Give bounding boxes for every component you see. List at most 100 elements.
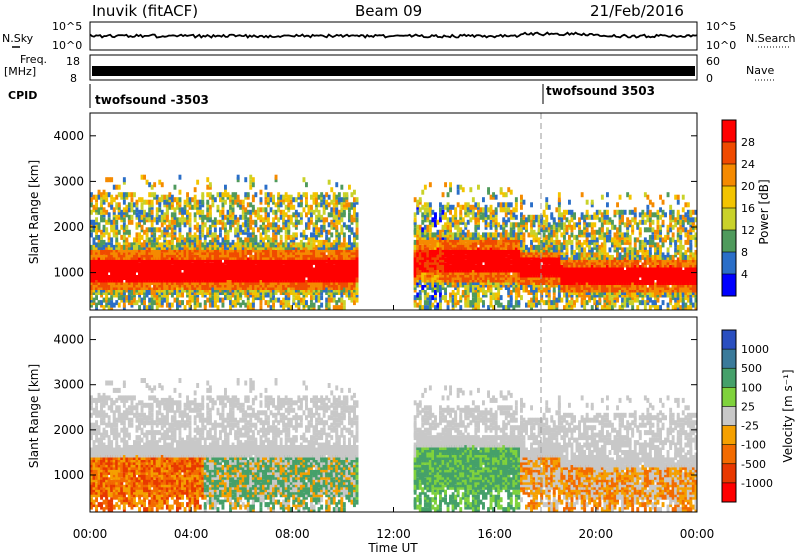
power-cell bbox=[355, 282, 359, 288]
power-cell bbox=[229, 242, 232, 248]
power-cell bbox=[138, 262, 141, 268]
power-cell bbox=[274, 202, 278, 208]
power-cell bbox=[449, 204, 452, 210]
power-cell bbox=[350, 202, 354, 208]
power-cell bbox=[173, 184, 177, 190]
power-cell bbox=[310, 262, 313, 268]
power-cell bbox=[241, 300, 245, 306]
power-cell bbox=[489, 232, 493, 238]
power-cell bbox=[102, 217, 106, 223]
power-cell bbox=[168, 247, 172, 253]
power-cell bbox=[431, 222, 435, 228]
power-cell bbox=[150, 184, 154, 190]
power-cell bbox=[441, 262, 445, 268]
power-cell bbox=[555, 234, 559, 240]
power-cell bbox=[340, 297, 344, 303]
power-cell bbox=[312, 295, 316, 301]
power-cell bbox=[482, 232, 485, 238]
power-cell bbox=[315, 192, 318, 198]
power-cell bbox=[287, 262, 291, 268]
power-cell bbox=[499, 202, 503, 208]
power-cell bbox=[133, 297, 136, 303]
power-cell bbox=[150, 202, 154, 208]
power-cell bbox=[221, 297, 225, 303]
power-cell bbox=[249, 219, 253, 225]
power-cell bbox=[299, 194, 303, 200]
power-cell bbox=[353, 295, 356, 301]
power-cell bbox=[130, 192, 134, 198]
power-cell bbox=[160, 300, 164, 306]
power-cell bbox=[284, 219, 288, 225]
power-cell bbox=[335, 182, 339, 188]
power-cell bbox=[279, 214, 283, 220]
power-cell bbox=[256, 212, 260, 218]
power-cell bbox=[143, 300, 146, 306]
power-cell bbox=[444, 295, 447, 301]
power-cell bbox=[325, 192, 329, 198]
power-cell bbox=[509, 275, 513, 280]
power-cell bbox=[176, 202, 179, 208]
power-cell bbox=[259, 232, 263, 238]
power-cell bbox=[170, 194, 174, 200]
power-cell bbox=[504, 257, 508, 263]
power-cell bbox=[535, 295, 538, 301]
power-cell bbox=[454, 295, 458, 301]
power-cell bbox=[267, 192, 270, 198]
power-cell bbox=[423, 247, 427, 253]
power-cell bbox=[487, 237, 490, 243]
power-cell bbox=[188, 202, 192, 208]
power-cell bbox=[133, 192, 136, 198]
power-cell bbox=[163, 227, 167, 233]
power-cell bbox=[312, 249, 316, 255]
power-cell bbox=[201, 224, 205, 230]
power-cell bbox=[244, 207, 248, 213]
power-cell bbox=[563, 239, 566, 245]
power-cell bbox=[552, 229, 556, 235]
power-cell bbox=[262, 267, 265, 273]
power-cell bbox=[421, 285, 425, 290]
power-cell bbox=[557, 292, 561, 298]
power-cell bbox=[428, 202, 432, 208]
power-cell bbox=[282, 305, 286, 311]
power-cell bbox=[504, 219, 508, 225]
power-cell bbox=[181, 219, 184, 225]
power-cell bbox=[115, 194, 119, 200]
power-cell bbox=[208, 232, 212, 238]
power-cell bbox=[497, 295, 501, 301]
power-cell bbox=[469, 204, 473, 210]
power-cell bbox=[120, 209, 124, 215]
power-cell bbox=[542, 272, 546, 278]
power-cell bbox=[122, 199, 126, 205]
power-cell bbox=[206, 242, 210, 248]
power-cell bbox=[158, 227, 162, 233]
power-cell bbox=[236, 174, 240, 180]
power-cell bbox=[251, 182, 255, 188]
power-cell bbox=[294, 232, 298, 238]
power-cell bbox=[100, 202, 103, 208]
power-cell bbox=[274, 214, 278, 220]
power-cell bbox=[461, 232, 465, 238]
power-cell bbox=[239, 295, 243, 301]
power-cell bbox=[249, 179, 253, 185]
power-cell bbox=[102, 254, 106, 260]
power-cell bbox=[246, 222, 250, 228]
power-cell bbox=[244, 302, 248, 308]
power-cell bbox=[434, 239, 437, 245]
power-cell bbox=[315, 262, 318, 268]
power-cell bbox=[550, 237, 554, 243]
power-cell bbox=[325, 247, 329, 253]
power-cell bbox=[509, 222, 513, 228]
power-cell bbox=[201, 199, 205, 205]
power-cell bbox=[434, 212, 437, 218]
power-cell bbox=[335, 305, 339, 311]
power-cell bbox=[127, 272, 131, 278]
power-cell bbox=[292, 262, 296, 268]
power-cell bbox=[249, 174, 253, 180]
power-cell bbox=[535, 262, 538, 268]
power-cell bbox=[236, 217, 240, 223]
power-cell bbox=[494, 232, 498, 238]
power-cell bbox=[492, 232, 495, 238]
power-cell bbox=[449, 217, 452, 223]
power-cell bbox=[251, 237, 255, 243]
power-cell bbox=[90, 219, 93, 225]
